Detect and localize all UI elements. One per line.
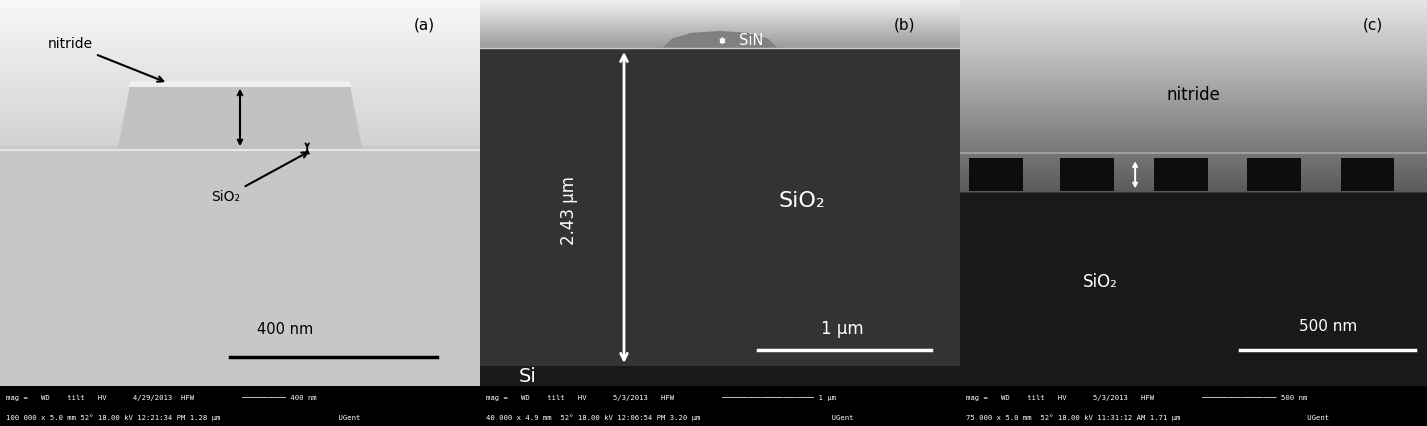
Text: mag =   WD    tilt   HV      5/3/2013   HFW           ───────────────────── 1 μm: mag = WD tilt HV 5/3/2013 HFW ──────────… (485, 395, 836, 401)
Text: mag =   WD    tilt   HV      5/3/2013   HFW           ───────────────── 500 nm: mag = WD tilt HV 5/3/2013 HFW ──────────… (966, 395, 1307, 401)
Text: 75 000 x 5.0 mm  52° 18.00 kV 11:31:12 AM 1.71 μm                             UG: 75 000 x 5.0 mm 52° 18.00 kV 11:31:12 AM… (966, 414, 1329, 420)
Text: SiO₂: SiO₂ (1083, 273, 1117, 291)
Bar (1247, 158, 1301, 191)
Text: 2.43 μm: 2.43 μm (559, 176, 578, 245)
Polygon shape (117, 87, 362, 150)
Text: mag =   WD    tilt   HV      4/29/2013  HFW           ────────── 400 nm: mag = WD tilt HV 4/29/2013 HFW ─────────… (6, 395, 317, 401)
Text: 1 μm: 1 μm (821, 320, 863, 338)
Text: (a): (a) (414, 17, 435, 33)
Bar (1340, 158, 1394, 191)
Text: SiO₂: SiO₂ (778, 191, 825, 211)
Bar (969, 158, 1023, 191)
Text: Si: Si (519, 367, 537, 386)
Bar (1154, 158, 1207, 191)
Polygon shape (128, 81, 351, 87)
Text: nitride: nitride (49, 37, 163, 82)
Bar (1060, 158, 1114, 191)
Polygon shape (662, 31, 778, 48)
Text: 100 000 x 5.0 mm 52° 18.00 kV 12:21:34 PM 1.28 μm                           UGen: 100 000 x 5.0 mm 52° 18.00 kV 12:21:34 P… (6, 414, 360, 420)
Text: nitride: nitride (1166, 86, 1220, 104)
Text: SiN: SiN (739, 34, 763, 49)
Text: 400 nm: 400 nm (257, 322, 314, 337)
Text: SiO₂: SiO₂ (211, 153, 307, 204)
Text: 500 nm: 500 nm (1299, 319, 1357, 334)
Text: (b): (b) (895, 17, 916, 33)
Text: 40 000 x 4.9 mm  52° 18.00 kV 12:06:54 PM 3.20 μm                              U: 40 000 x 4.9 mm 52° 18.00 kV 12:06:54 PM… (485, 414, 853, 420)
Polygon shape (0, 149, 479, 151)
Text: (c): (c) (1363, 17, 1383, 33)
